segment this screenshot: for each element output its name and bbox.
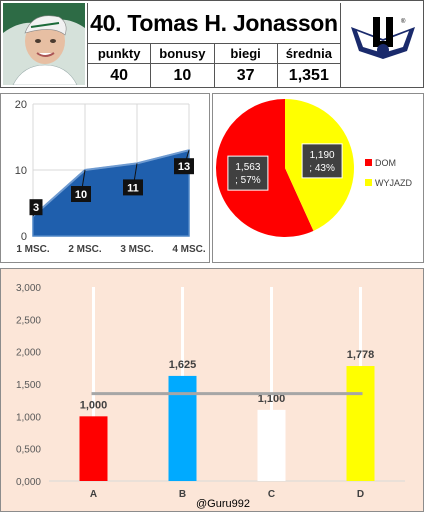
- stat-label-points: punkty: [86, 43, 152, 64]
- bar-xtick-label: A: [90, 489, 97, 500]
- pie-legend-label: DOM: [375, 158, 396, 168]
- stat-label-bonus: bonusy: [150, 43, 215, 64]
- area-chart-panel: 0 10 20 3 10 11 13 1 MSC. 2 MSC. 3 MSC. 4 MSC.: [0, 93, 210, 263]
- bar-mark: [79, 416, 108, 481]
- bar-ytick-label: 1,000: [16, 412, 41, 423]
- bar-mark: [168, 375, 197, 481]
- area-xtick-label: 1 MSC.: [16, 244, 50, 255]
- player-header: 40. Tomas H. Jonasson punkty bonusy bieg…: [0, 0, 424, 88]
- bar-xtick-label: D: [357, 489, 364, 500]
- area-ytick-label: 10: [15, 165, 27, 177]
- stat-value-average: 1,351: [276, 63, 342, 88]
- bar-data-label: 1,100: [258, 393, 286, 405]
- bar-chart-panel: 0,000 0,500 1,000 1,500 2,000 2,500 3,000 1,000…: [0, 268, 424, 512]
- bar-footer-credit: @Guru992: [196, 498, 250, 510]
- bar-data-label: 1,625: [169, 359, 197, 371]
- stat-label-average: średnia: [276, 43, 342, 64]
- pie-chart: 1,563 ; 57% 1,190 ; 43% DOM WYJAZD: [216, 99, 412, 237]
- bar-xtick-label: C: [268, 489, 275, 500]
- bar-data-label: 1,000: [80, 399, 108, 411]
- svg-text:®: ®: [401, 18, 406, 25]
- area-data-label-box: [29, 199, 43, 216]
- pie-data-label-box: [227, 155, 269, 191]
- area-ytick-label: 0: [21, 231, 27, 243]
- bar-ytick-label: 0,500: [16, 445, 41, 456]
- area-data-label: 3: [33, 202, 39, 214]
- area-data-label-box: [174, 158, 194, 175]
- club-logo: ®: [343, 3, 423, 85]
- pie-data-label: ; 57%: [235, 175, 261, 186]
- area-ytick-label: 20: [15, 99, 27, 111]
- title-box: 40. Tomas H. Jonasson: [87, 3, 341, 43]
- bar-ytick-label: 1,500: [16, 380, 41, 391]
- pie-data-label: ; 43%: [309, 163, 335, 174]
- bar-ytick-label: 0,000: [16, 477, 41, 488]
- club-logo-image: ®: [351, 17, 415, 59]
- area-series-fill: [32, 149, 190, 237]
- bar-data-label: 1,778: [347, 349, 375, 361]
- area-data-label-box: [123, 179, 143, 196]
- area-series-line: [32, 149, 190, 217]
- pie-chart-panel: 1,563 ; 57% 1,190 ; 43% DOM WYJAZD: [212, 93, 424, 263]
- player-photo: [3, 3, 85, 85]
- stat-value-runs: 37: [213, 63, 278, 88]
- stat-label-runs: biegi: [213, 43, 278, 64]
- player-name-title: 40. Tomas H. Jonasson: [90, 9, 338, 36]
- pie-legend-swatch: [365, 159, 372, 166]
- area-data-label: 11: [127, 182, 139, 194]
- stats-table: punkty bonusy biegi średnia 40 10 37 1,3…: [86, 43, 342, 88]
- area-xtick-label: 4 MSC.: [172, 244, 206, 255]
- area-xtick-label: 3 MSC.: [120, 244, 154, 255]
- stat-value-bonus: 10: [150, 63, 215, 88]
- area-data-label: 10: [75, 189, 87, 201]
- bar-ytick-label: 3,000: [16, 283, 41, 294]
- bar-ytick-label: 2,500: [16, 315, 41, 326]
- player-photo-image: [3, 3, 85, 85]
- bar-xtick-label: B: [179, 489, 186, 500]
- area-data-label: 13: [178, 161, 190, 173]
- area-xtick-label: 2 MSC.: [68, 244, 102, 255]
- bar-chart: 0,000 0,500 1,000 1,500 2,000 2,500 3,000 1,000…: [16, 283, 405, 510]
- pie-data-label: 1,563: [235, 162, 260, 173]
- stat-value-points: 40: [86, 63, 152, 88]
- pie-data-label-box: [301, 143, 343, 179]
- area-chart: 0 10 20 3 10 11 13 1 MSC. 2 MSC. 3 MSC. 4 MSC.: [15, 99, 206, 255]
- pie-legend-label: WYJAZD: [375, 178, 412, 188]
- bar-ytick-label: 2,000: [16, 348, 41, 359]
- pie-data-label: 1,190: [310, 150, 335, 161]
- area-data-label-box: [71, 186, 91, 202]
- bar-mark: [257, 409, 286, 481]
- pie-legend-swatch: [365, 179, 372, 186]
- bar-mark: [346, 366, 375, 481]
